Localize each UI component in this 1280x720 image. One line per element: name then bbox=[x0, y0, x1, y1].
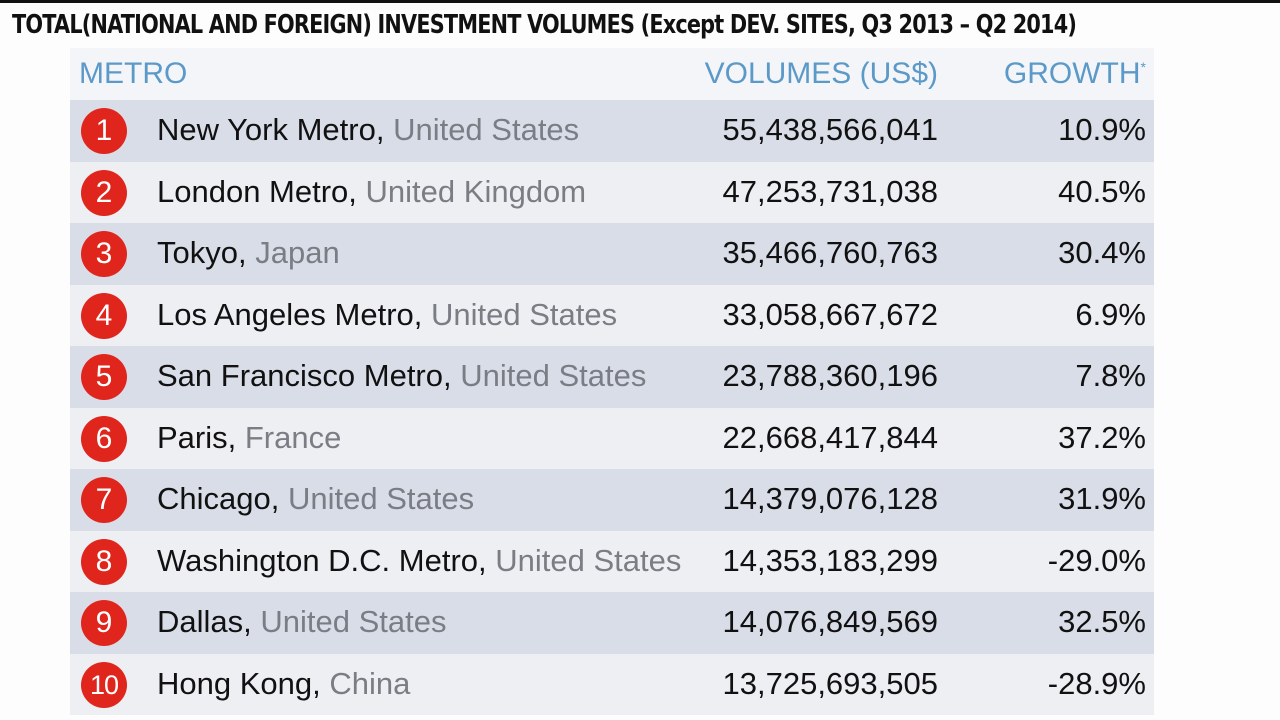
rank-badge: 4 bbox=[81, 292, 127, 339]
volume-cell: 47,253,731,038 bbox=[722, 173, 939, 209]
table-row: 9 Dallas, United States 14,076,849,569 32.5… bbox=[70, 592, 1154, 654]
rank-badge: 8 bbox=[81, 538, 127, 585]
metro-name: Chicago, bbox=[157, 481, 280, 516]
rank-badge: 9 bbox=[81, 600, 127, 646]
page-title: TOTAL(NATIONAL AND FOREIGN) INVESTMENT V… bbox=[12, 10, 1077, 40]
country-name: France bbox=[244, 419, 342, 455]
table-row: 3 Tokyo, Japan 35,466,760,763 30.4% bbox=[70, 223, 1154, 285]
metro-name: Tokyo, bbox=[157, 235, 247, 270]
growth-cell: -28.9% bbox=[1047, 665, 1146, 701]
volume-cell: 33,058,667,672 bbox=[722, 296, 939, 332]
metro-name: Washington D.C. Metro, bbox=[157, 542, 487, 578]
rank-badge: 10 bbox=[81, 661, 127, 708]
volume-cell: 22,668,417,844 bbox=[722, 419, 939, 455]
volume-cell: 23,788,360,196 bbox=[722, 358, 939, 393]
country-name: United States bbox=[393, 112, 580, 147]
table-row: 4 Los Angeles Metro, United States 33,058,… bbox=[70, 284, 1154, 346]
growth-cell: 31.9% bbox=[1058, 481, 1146, 516]
growth-cell: 10.9% bbox=[1058, 112, 1146, 147]
country-name: United States bbox=[460, 358, 647, 393]
metro-cell: San Francisco Metro, United States bbox=[157, 358, 646, 394]
country-name: United States bbox=[287, 481, 475, 516]
metro-cell: Los Angeles Metro, United States bbox=[157, 297, 617, 333]
column-header-metro: METRO bbox=[79, 57, 188, 90]
metro-cell: Tokyo, Japan bbox=[157, 235, 340, 271]
table-row: 2 London Metro, United Kingdom 47,253,731,… bbox=[70, 161, 1154, 223]
column-header-growth: GROWTH* bbox=[1004, 57, 1146, 91]
metro-cell: Hong Kong, China bbox=[157, 666, 410, 702]
volume-cell: 55,438,566,041 bbox=[722, 112, 939, 147]
metro-name: New York Metro, bbox=[157, 112, 385, 147]
country-name: United States bbox=[260, 604, 447, 639]
rank-badge: 2 bbox=[81, 169, 127, 216]
top-divider bbox=[0, 0, 1280, 3]
table-body: 1 New York Metro, United States 55,438,566… bbox=[70, 100, 1154, 715]
metro-name: Los Angeles Metro, bbox=[157, 296, 423, 332]
metro-name: London Metro, bbox=[157, 173, 357, 209]
table-row: 6 Paris, France 22,668,417,844 37.2% bbox=[70, 407, 1154, 469]
volume-cell: 14,353,183,299 bbox=[722, 542, 939, 578]
table-row: 7 Chicago, United States 14,379,076,128 31.… bbox=[70, 469, 1154, 531]
growth-cell: -29.0% bbox=[1047, 542, 1146, 578]
investment-table: METRO VOLUMES (US$) GROWTH* 1 New York Me… bbox=[70, 48, 1154, 720]
growth-cell: 30.4% bbox=[1058, 235, 1146, 270]
volume-cell: 14,076,849,569 bbox=[722, 604, 939, 639]
volume-cell: 13,725,693,505 bbox=[722, 665, 939, 701]
volume-cell: 35,466,760,763 bbox=[722, 235, 939, 270]
growth-header-label: GROWTH bbox=[1003, 57, 1141, 90]
rank-badge: 6 bbox=[81, 415, 127, 462]
table-header: METRO VOLUMES (US$) GROWTH* bbox=[70, 48, 1154, 100]
growth-cell: 40.5% bbox=[1058, 173, 1146, 209]
country-name: China bbox=[329, 665, 411, 701]
growth-cell: 7.8% bbox=[1075, 358, 1146, 393]
rank-badge: 1 bbox=[81, 108, 127, 154]
country-name: United Kingdom bbox=[365, 173, 587, 209]
metro-name: Paris, bbox=[157, 419, 237, 455]
rank-badge: 3 bbox=[81, 231, 127, 277]
growth-cell: 37.2% bbox=[1058, 419, 1146, 455]
metro-name: San Francisco Metro, bbox=[157, 358, 452, 393]
metro-cell: Paris, France bbox=[157, 420, 341, 456]
growth-footnote-mark: * bbox=[1140, 59, 1146, 75]
country-name: Japan bbox=[255, 235, 340, 270]
metro-cell: Washington D.C. Metro, United States bbox=[157, 543, 681, 579]
table-row: 1 New York Metro, United States 55,438,566… bbox=[70, 100, 1154, 162]
column-header-volumes: VOLUMES (US$) bbox=[704, 57, 938, 90]
volume-cell: 14,379,076,128 bbox=[722, 481, 939, 516]
metro-cell: New York Metro, United States bbox=[157, 112, 579, 148]
metro-cell: Dallas, United States bbox=[157, 604, 447, 640]
table-row: 10 Hong Kong, China 13,725,693,505 -28.9% bbox=[70, 653, 1154, 715]
metro-name: Hong Kong, bbox=[157, 665, 321, 701]
rank-badge: 5 bbox=[81, 354, 127, 400]
growth-cell: 32.5% bbox=[1058, 604, 1146, 639]
country-name: United States bbox=[495, 542, 682, 578]
table-row: 8 Washington D.C. Metro, United States 14,… bbox=[70, 530, 1154, 592]
metro-cell: London Metro, United Kingdom bbox=[157, 174, 586, 210]
metro-cell: Chicago, United States bbox=[157, 481, 474, 517]
table-row: 5 San Francisco Metro, United States 23,78… bbox=[70, 346, 1154, 408]
rank-badge: 7 bbox=[81, 477, 127, 523]
country-name: United States bbox=[431, 296, 618, 332]
metro-name: Dallas, bbox=[157, 604, 252, 639]
growth-cell: 6.9% bbox=[1075, 296, 1146, 332]
